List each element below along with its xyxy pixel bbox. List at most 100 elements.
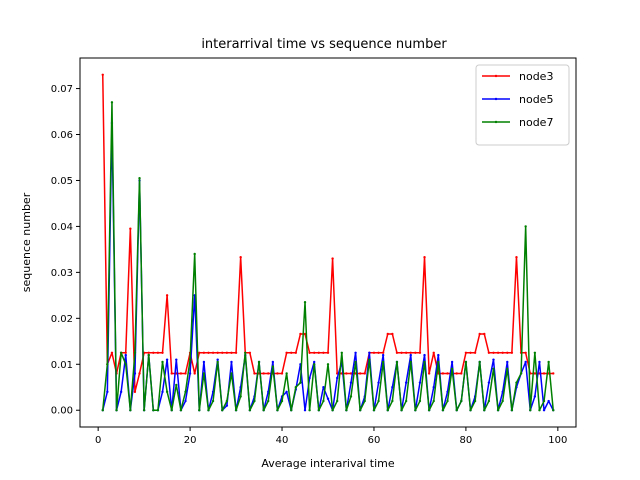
data-point [294,351,298,354]
legend-label: node3 [519,70,553,83]
legend-marker [494,120,498,124]
data-point [244,351,247,354]
data-point [524,225,527,228]
chart-title: interarrival time vs sequence number [201,37,447,52]
data-point [115,409,118,412]
data-point [368,358,371,361]
data-point [225,399,229,403]
data-point [267,372,270,375]
data-point [175,383,178,387]
data-point [198,351,201,354]
data-point [271,360,275,364]
data-point [211,351,215,354]
data-point [133,390,137,394]
plot-frame [79,57,577,428]
data-point [381,360,385,364]
data-point [303,409,307,412]
data-point [464,351,468,354]
x-tick-label: 80 [460,435,473,446]
data-point [404,399,408,403]
series-layer [101,73,555,412]
data-point [165,294,169,297]
data-point [106,390,109,394]
data-point [170,409,173,412]
data-point [418,399,422,403]
data-point [124,363,127,366]
data-point [409,351,412,354]
data-point [161,351,164,354]
data-point [377,399,380,403]
data-point [303,301,307,304]
data-point [257,360,261,364]
data-point [230,351,233,354]
data-point [142,409,146,412]
data-point [188,358,192,361]
data-point [432,399,435,403]
data-point [450,367,454,371]
data-point [400,409,403,412]
data-point [487,351,491,354]
data-point [165,390,169,394]
data-point [331,409,334,412]
data-point [524,351,527,354]
x-tick-label: 100 [548,435,567,446]
data-point [331,257,334,260]
data-point [354,360,357,364]
data-point [524,360,527,364]
data-point [129,409,132,412]
data-point [400,351,403,354]
data-point [313,363,316,366]
data-point [188,372,192,375]
data-point [225,404,229,407]
y-tick-label: 0.06 [51,130,73,141]
data-point [317,409,321,412]
data-point [464,360,468,364]
data-point [248,409,252,412]
data-point [506,351,509,354]
data-point [184,399,187,403]
data-point [313,351,316,354]
data-point [326,351,330,354]
data-point [262,372,265,375]
data-point [510,351,514,354]
data-point [276,372,279,375]
data-point [358,409,362,412]
data-point [234,351,238,354]
data-point [119,351,123,354]
data-point [363,372,366,375]
data-point [165,358,169,361]
data-point [239,256,242,259]
data-point [152,409,155,412]
data-point [515,381,518,384]
data-point [299,381,302,384]
data-point [492,367,495,371]
data-point [253,372,256,375]
data-point [529,409,532,412]
data-point [124,353,127,357]
legend-marker [494,97,498,101]
data-point [202,360,206,364]
data-point [409,353,412,357]
data-point [469,409,472,412]
data-point [262,409,265,412]
data-point [253,399,256,403]
data-point [230,360,233,364]
x-axis: 0 20 40 60 80 100 [95,427,567,446]
x-tick-label: 40 [276,435,289,446]
data-point [404,381,408,384]
legend-label: node7 [519,116,553,129]
data-point [147,351,150,354]
data-point [358,372,362,375]
data-point [423,360,426,364]
data-point [161,390,164,394]
data-point [161,360,164,364]
data-point [414,409,417,412]
data-point [542,409,546,412]
legend-item-node5: node5 [482,93,553,106]
data-point [101,409,104,412]
data-point [230,372,233,375]
data-point [156,409,160,412]
x-tick-label: 0 [95,435,101,446]
data-point [473,399,477,403]
